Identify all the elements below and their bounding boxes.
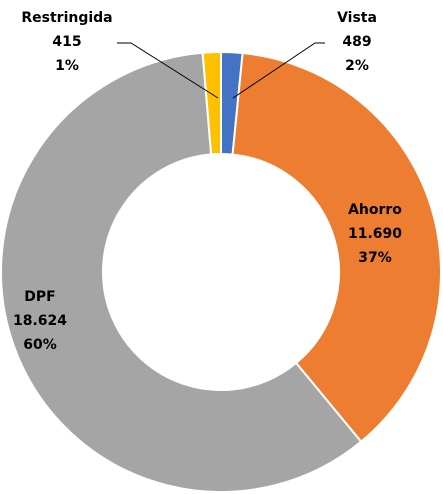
leader-line: [232, 42, 325, 99]
slice-label: Ahorro: [348, 202, 402, 218]
value-label: 18.624: [13, 313, 67, 329]
slice-label: DPF: [24, 289, 55, 305]
slice: [0, 51, 363, 493]
slice: [231, 51, 442, 444]
value-label: 415: [52, 34, 81, 50]
slice-label: Restringida: [21, 10, 112, 26]
percent-label: 1%: [55, 58, 79, 74]
slice-label: Vista: [337, 10, 377, 26]
percent-label: 60%: [23, 337, 57, 353]
value-label: 11.690: [348, 226, 402, 242]
slice: [201, 50, 222, 156]
value-label: 489: [342, 34, 371, 50]
percent-label: 2%: [345, 58, 369, 74]
leader-line: [117, 42, 219, 99]
percent-label: 37%: [358, 250, 392, 266]
